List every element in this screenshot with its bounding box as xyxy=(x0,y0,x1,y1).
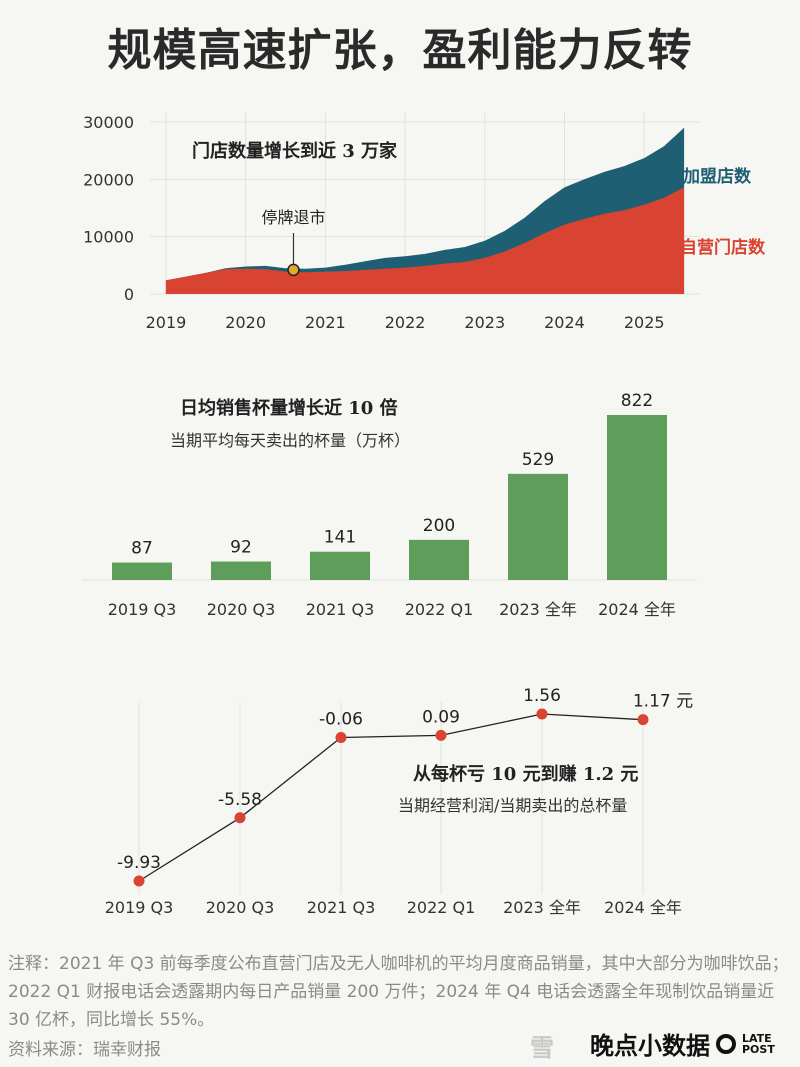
point-value-label: -0.06 xyxy=(319,710,363,730)
data-point xyxy=(435,729,447,741)
x-category-label: 2024 全年 xyxy=(604,898,682,917)
data-point xyxy=(637,714,649,726)
point-value-label: -5.58 xyxy=(218,790,262,810)
bar-value-label: 87 xyxy=(131,539,153,559)
late-post-mark: LATE POST xyxy=(742,1033,775,1055)
watermark: 雪 xyxy=(530,1034,554,1062)
x-tick-label: 2020 xyxy=(225,313,266,332)
x-category-label: 2020 Q3 xyxy=(207,600,276,619)
x-category-label: 2024 全年 xyxy=(598,600,676,619)
franchise-series-label: 加盟店数 xyxy=(682,166,752,187)
x-category-label: 2021 Q3 xyxy=(306,600,375,619)
brand-name: 晚点小数据 xyxy=(590,1032,710,1060)
data-point xyxy=(234,812,246,824)
late-post-line1: LATE xyxy=(742,1031,772,1045)
bar xyxy=(112,562,172,580)
self-operated-series-label: 自营门店数 xyxy=(680,237,766,258)
profit-per-cup-line-chart: -9.93 2019 Q3 -5.58 2020 Q3 -0.06 2021 Q3 0.09… xyxy=(105,686,693,917)
y-tick-label: 0 xyxy=(124,285,134,304)
late-post-line2: POST xyxy=(742,1042,775,1056)
chart3-subtitle: 当期经营利润/当期卖出的总杯量 xyxy=(398,796,627,815)
x-category-label: 2023 全年 xyxy=(499,600,577,619)
x-category-label: 2019 Q3 xyxy=(108,600,177,619)
store-count-area-chart: 30000 20000 10000 0 2019 2020 2021 2022 2023 202… xyxy=(83,112,766,332)
bar-value-label: 529 xyxy=(522,450,554,470)
bar-value-label: 200 xyxy=(423,516,455,536)
bar xyxy=(409,539,469,580)
bar xyxy=(310,551,370,580)
point-value-label: -9.93 xyxy=(117,853,161,873)
bar-value-label: 822 xyxy=(621,391,653,411)
chart2-title: 日均销售杯量增长近 10 倍 xyxy=(180,397,398,419)
bar xyxy=(607,415,667,580)
annotation-marker xyxy=(287,263,300,277)
bar xyxy=(508,473,568,580)
x-category-label: 2022 Q1 xyxy=(405,600,474,619)
chart2-subtitle: 当期平均每天卖出的杯量（万杯） xyxy=(170,431,410,450)
brand-logo: 晚点小数据 LATE POST xyxy=(590,1026,775,1061)
point-value-label: 0.09 xyxy=(422,707,460,727)
data-point xyxy=(536,708,548,720)
bar-value-label: 92 xyxy=(230,538,252,558)
chart3-title: 从每杯亏 10 元到赚 1.2 元 xyxy=(413,763,638,785)
footnote: 注释：2021 年 Q3 前每季度公布直营门店及无人咖啡机的平均月度商品销量，其… xyxy=(8,954,789,1030)
y-tick-label: 20000 xyxy=(83,170,134,189)
annotation-delisting-label: 停牌退市 xyxy=(261,208,325,227)
self-operated-area xyxy=(165,187,685,294)
page-title: 规模高速扩张，盈利能力反转 xyxy=(107,25,693,76)
data-point xyxy=(133,875,145,887)
x-category-label: 2023 全年 xyxy=(503,898,581,917)
chart1-title: 门店数量增长到近 3 万家 xyxy=(192,140,398,162)
point-value-label: 1.17 元 xyxy=(633,692,693,712)
daily-cups-bar-chart: 87 2019 Q3 92 2020 Q3 141 2021 Q3 200 2022 Q1 52… xyxy=(82,391,697,619)
x-category-label: 2019 Q3 xyxy=(105,898,174,917)
x-tick-label: 2025 xyxy=(624,313,665,332)
bar-value-label: 141 xyxy=(324,528,356,548)
data-source: 资料来源：瑞幸财报 xyxy=(8,1040,161,1060)
x-category-label: 2022 Q1 xyxy=(407,898,476,917)
x-category-label: 2021 Q3 xyxy=(307,898,376,917)
y-tick-label: 30000 xyxy=(83,113,134,132)
point-value-label: 1.56 xyxy=(523,686,561,706)
x-tick-label: 2021 xyxy=(305,313,346,332)
bar xyxy=(211,561,271,580)
x-category-label: 2020 Q3 xyxy=(206,898,275,917)
x-tick-label: 2023 xyxy=(464,313,505,332)
x-tick-label: 2019 xyxy=(146,313,187,332)
brand-circle-icon xyxy=(716,1033,736,1054)
profit-line xyxy=(138,713,644,882)
x-tick-label: 2022 xyxy=(385,313,426,332)
data-point xyxy=(335,732,347,744)
x-tick-label: 2024 xyxy=(544,313,585,332)
y-tick-label: 10000 xyxy=(83,228,134,247)
